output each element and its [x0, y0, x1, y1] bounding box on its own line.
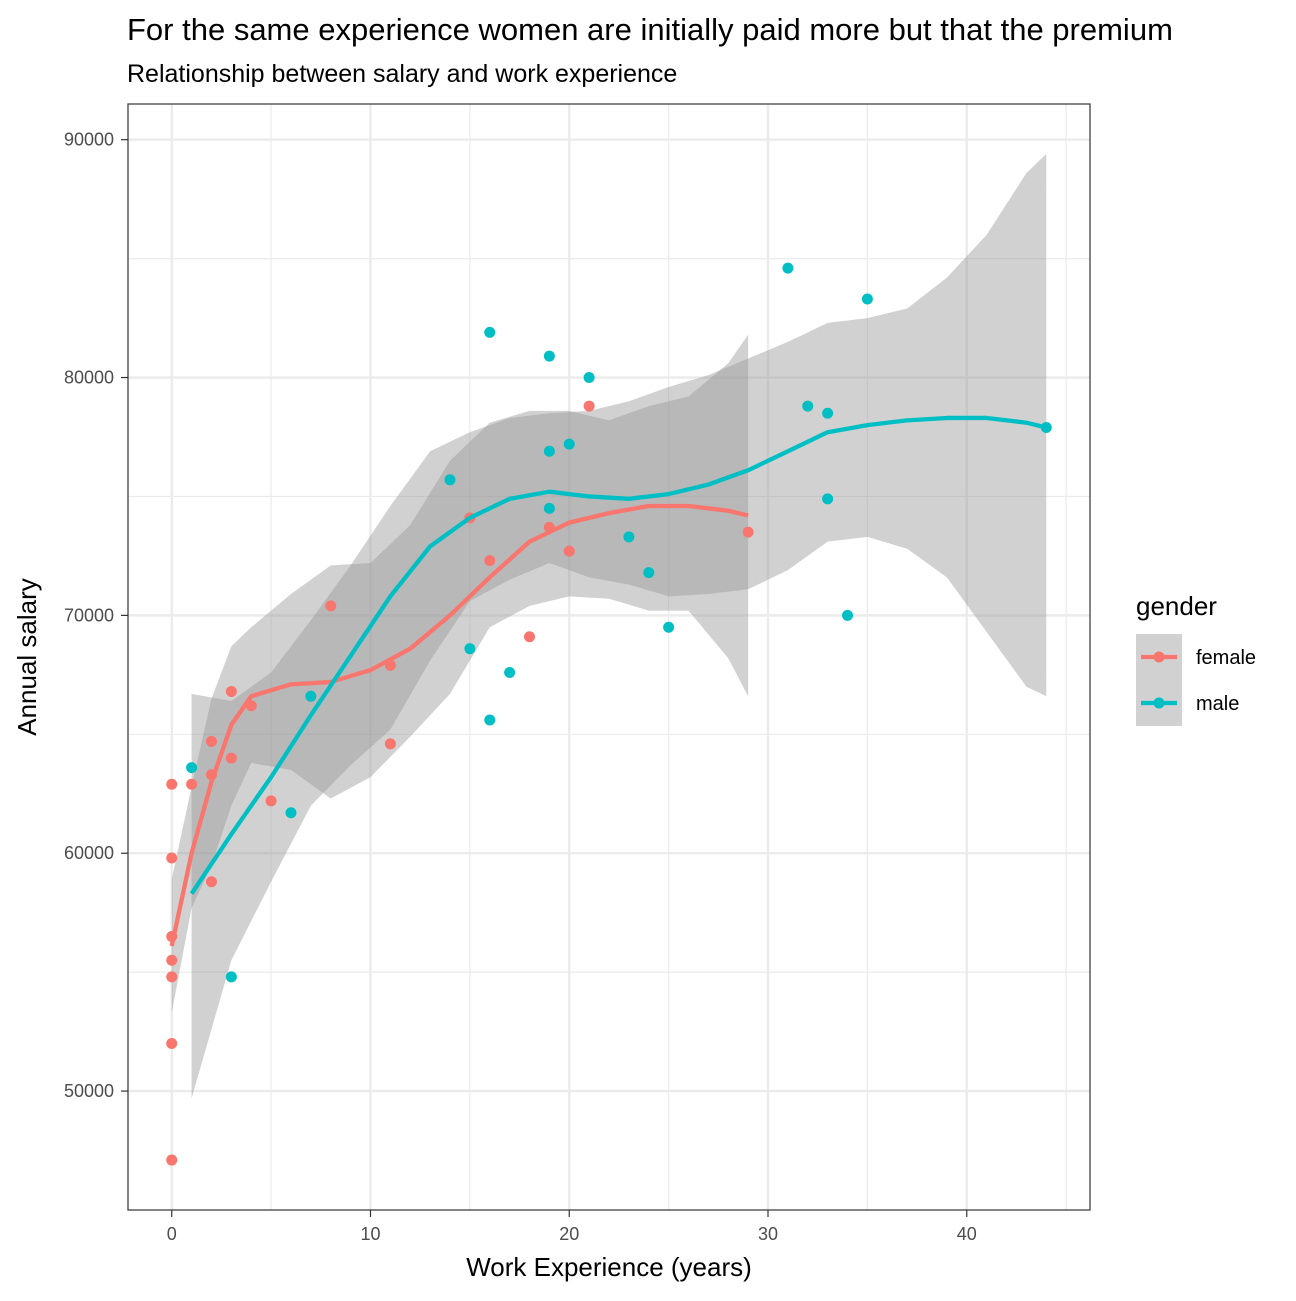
- y-tick-label: 50000: [64, 1081, 114, 1101]
- data-point-female: [166, 971, 178, 983]
- data-point-male: [543, 445, 555, 457]
- data-point-female: [205, 876, 217, 888]
- legend-label-male: male: [1196, 693, 1239, 715]
- data-point-female: [563, 545, 575, 557]
- legend-title: gender: [1136, 591, 1217, 621]
- x-tick-label: 20: [559, 1224, 579, 1244]
- data-point-male: [623, 531, 635, 543]
- data-point-female: [484, 555, 496, 567]
- data-point-male: [484, 714, 496, 726]
- data-point-male: [186, 762, 198, 774]
- x-tick-label: 40: [957, 1224, 977, 1244]
- data-point-female: [166, 778, 178, 790]
- data-point-female: [225, 752, 237, 764]
- data-point-female: [325, 600, 337, 612]
- chart-subtitle: Relationship between salary and work exp…: [127, 60, 677, 88]
- data-point-male: [583, 372, 595, 384]
- y-tick-label: 90000: [64, 130, 114, 150]
- data-point-male: [504, 666, 516, 678]
- data-points: [166, 262, 1052, 1166]
- x-axis-title: Work Experience (years): [466, 1252, 752, 1282]
- smooth-lines: [169, 415, 1047, 947]
- data-point-female: [205, 735, 217, 747]
- data-point-female: [166, 852, 178, 864]
- data-point-male: [285, 807, 297, 819]
- data-point-male: [543, 502, 555, 514]
- data-point-male: [464, 643, 476, 655]
- data-point-male: [543, 350, 555, 362]
- data-point-female: [225, 685, 237, 697]
- data-point-female: [166, 954, 178, 966]
- legend-point-male: [1153, 697, 1165, 709]
- chart-title: For the same experience women are initia…: [127, 12, 1173, 47]
- data-point-female: [186, 778, 198, 790]
- grid-lines: [128, 104, 1090, 1210]
- smooth-line-female: [169, 503, 749, 947]
- data-point-female: [265, 795, 277, 807]
- x-tick-label: 30: [758, 1224, 778, 1244]
- data-point-female: [742, 526, 754, 538]
- data-point-male: [861, 293, 873, 305]
- legend-label-female: female: [1196, 647, 1256, 669]
- y-axis-title: Annual salary: [12, 578, 42, 736]
- data-point-female: [166, 1154, 178, 1166]
- y-tick-label: 80000: [64, 368, 114, 388]
- panel-border: [127, 103, 1091, 1211]
- data-point-female: [166, 1038, 178, 1050]
- smooth-line-male: [189, 415, 1047, 895]
- data-point-male: [484, 326, 496, 338]
- data-point-female: [583, 400, 595, 412]
- axes: 0 10 20 30 40 50000 60000 70000 80000 90000: [64, 130, 977, 1244]
- data-point-male: [782, 262, 794, 274]
- data-point-male: [822, 493, 834, 505]
- data-point-male: [842, 609, 854, 621]
- data-point-male: [802, 400, 814, 412]
- data-point-female: [384, 738, 396, 750]
- data-point-male: [444, 474, 456, 486]
- data-point-male: [663, 621, 675, 633]
- data-point-male: [225, 971, 237, 983]
- data-point-male: [305, 690, 317, 702]
- data-point-male: [563, 438, 575, 450]
- confidence-ribbon-female: [171, 334, 749, 1013]
- x-tick-label: 10: [360, 1224, 380, 1244]
- data-point-male: [822, 407, 834, 419]
- confidence-ribbons: [171, 153, 1047, 1099]
- x-tick-label: 0: [167, 1224, 177, 1244]
- y-tick-label: 70000: [64, 605, 114, 625]
- data-point-female: [523, 631, 535, 643]
- legend-point-female: [1153, 651, 1165, 663]
- data-point-male: [643, 567, 655, 579]
- confidence-ribbon-male: [191, 153, 1047, 1099]
- legend: gender female male: [1136, 591, 1256, 726]
- y-tick-label: 60000: [64, 843, 114, 863]
